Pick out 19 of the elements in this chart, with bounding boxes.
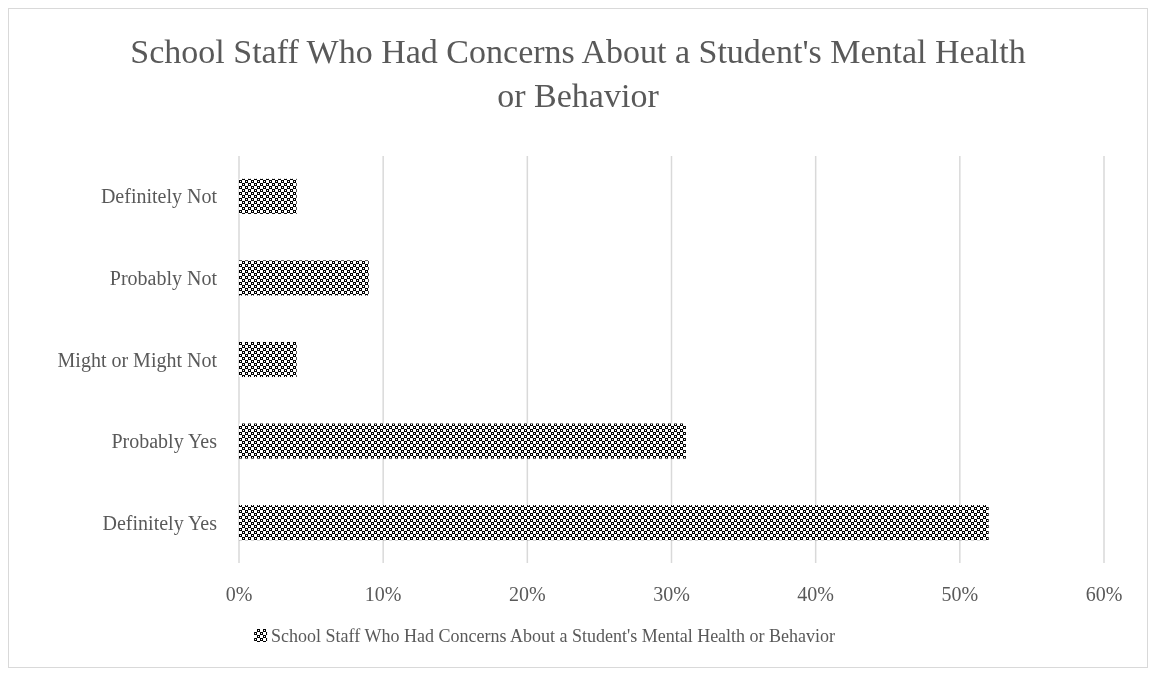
- bar: [239, 341, 297, 378]
- y-tick-label: Might or Might Not: [57, 348, 218, 372]
- y-tick-label: Definitely Not: [100, 185, 218, 209]
- bar: [239, 505, 989, 541]
- x-tick-label: 60%: [1085, 583, 1123, 605]
- x-tick-label: 40%: [797, 583, 834, 605]
- x-tick-label: 10%: [364, 583, 402, 605]
- x-tick-label: 50%: [941, 583, 979, 605]
- y-tick-label: Probably Yes: [111, 430, 218, 454]
- bar: [239, 260, 369, 296]
- legend-label: School Staff Who Had Concerns About a Student's Mental Health or Behavior: [271, 626, 836, 647]
- bar: [239, 423, 686, 459]
- bar: [239, 178, 297, 214]
- x-tick-label: 30%: [653, 583, 690, 605]
- y-tick-label: Probably Not: [109, 266, 218, 290]
- x-tick-label: 0%: [225, 583, 253, 605]
- x-tick-label: 20%: [509, 583, 546, 605]
- chart-title: School Staff Who Had Concerns About a Student's Mental Health or Behavior: [130, 33, 1026, 114]
- y-tick-label: Definitely Yes: [102, 511, 218, 535]
